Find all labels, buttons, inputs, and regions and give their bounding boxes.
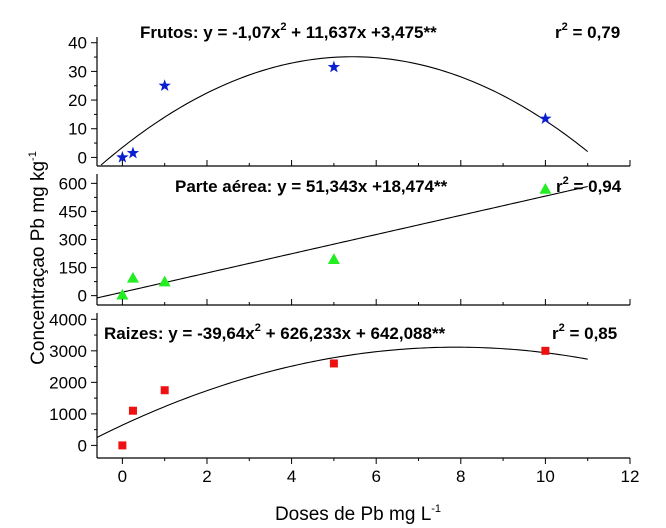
fit-curve: [96, 346, 588, 438]
data-point-triangle: [158, 275, 171, 287]
r-squared-label: r2 = 0,79: [555, 21, 620, 42]
equation-label: Parte aérea: y = 51,343x +18,474**: [175, 177, 448, 196]
data-point-triangle: [126, 271, 139, 283]
x-tick-label: 12: [621, 467, 640, 486]
data-point-triangle: [327, 253, 340, 264]
equation-main: Parte aérea: y = 51,343x +18,474**: [175, 177, 448, 196]
y-tick-label: 450: [59, 202, 87, 221]
y-axis-title: Concentraçao Pb mg kg-1: [27, 151, 49, 365]
y-tick-label: 4000: [49, 310, 87, 329]
data-point-star: [126, 146, 140, 159]
data-point-star: [116, 150, 129, 163]
r-squared-label: r2 = 0,85: [552, 322, 617, 343]
r-squared-value: = 0,85: [565, 324, 617, 343]
x-axis-title: Doses de Pb mg L-1: [275, 503, 441, 525]
r-squared-superscript: 2: [562, 21, 568, 33]
r-squared-value: = 0,94: [569, 177, 622, 196]
x-tick-label: 4: [287, 467, 296, 486]
fit-curve: [100, 56, 589, 166]
r-squared-superscript: 2: [559, 322, 565, 334]
equation-rest: + 626,233x + 642,088**: [261, 324, 446, 343]
y-tick-label: 40: [68, 34, 87, 53]
data-point-star: [327, 60, 341, 73]
data-point-star: [539, 112, 552, 124]
y-tick-label: 1000: [49, 405, 87, 424]
x-tick-label: 10: [536, 467, 555, 486]
equation-superscript: 2: [280, 21, 286, 33]
equation-label: Frutos: y = -1,07x2 + 11,637x +3,475**: [140, 21, 437, 42]
data-point-square: [541, 346, 550, 355]
y-tick-label: 30: [68, 62, 87, 81]
y-tick-label: 0: [78, 436, 87, 455]
y-tick-label: 10: [68, 120, 87, 139]
r-squared-main: r: [552, 324, 559, 343]
r-squared-label: r2 = 0,94: [556, 175, 622, 196]
y-tick-label: 600: [59, 174, 87, 193]
data-point-star: [158, 79, 171, 91]
x-tick-label: 6: [371, 467, 380, 486]
y-tick-label: 0: [78, 148, 87, 167]
y-tick-label: 150: [59, 259, 87, 278]
equation-main: Raizes: y = -39,64x: [104, 324, 255, 343]
equation-label: Raizes: y = -39,64x2 + 626,233x + 642,08…: [104, 322, 446, 343]
equation-rest: + 11,637x +3,475**: [286, 23, 437, 42]
y-tick-label: 3000: [49, 342, 87, 361]
data-point-square: [329, 359, 338, 368]
data-point-square: [128, 406, 137, 415]
r-squared-value: = 0,79: [568, 23, 620, 42]
r-squared-main: r: [556, 177, 563, 196]
r-squared-main: r: [555, 23, 562, 42]
equation-main: Frutos: y = -1,07x: [140, 23, 281, 42]
fit-curve: [96, 185, 588, 299]
x-tick-label: 8: [456, 467, 465, 486]
panel-1: 0 150 300 450 600 Parte aérea: y = 51,343x +1…: [59, 174, 631, 306]
r-squared-superscript: 2: [563, 175, 569, 187]
y-tick-label: 0: [78, 287, 87, 306]
x-tick-label: 0: [118, 467, 127, 486]
y-tick-label: 20: [68, 91, 87, 110]
equation-superscript: 2: [255, 322, 261, 334]
data-point-triangle: [539, 182, 552, 194]
y-tick-label: 300: [59, 231, 87, 250]
y-tick-label: 2000: [49, 373, 87, 392]
data-point-square: [118, 441, 127, 450]
x-tick-label: 2: [202, 467, 211, 486]
data-point-triangle: [116, 288, 129, 300]
data-point-square: [160, 386, 169, 395]
